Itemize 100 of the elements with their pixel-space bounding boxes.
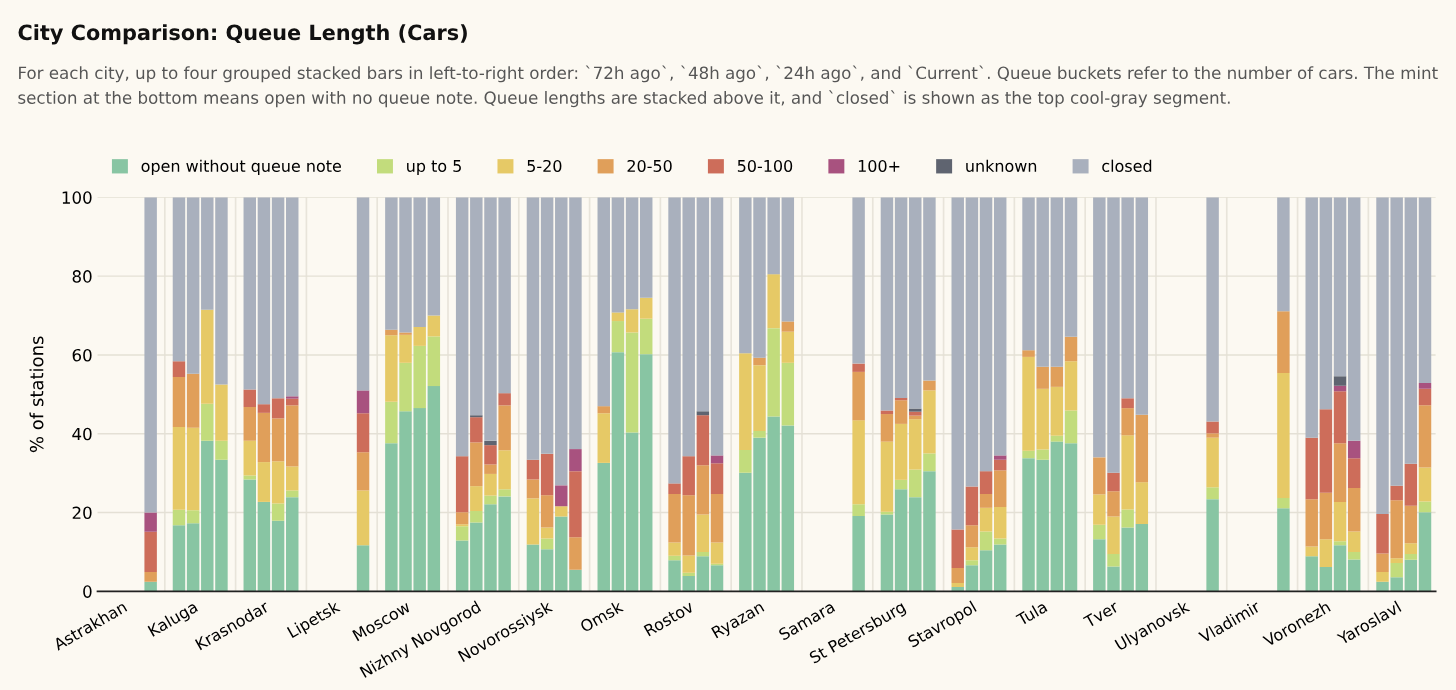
bar	[526, 459, 540, 480]
bar	[286, 197, 299, 397]
bar	[1319, 197, 1333, 410]
bar	[852, 371, 865, 421]
bar	[1418, 467, 1432, 502]
x-tick-label: Tula	[1015, 600, 1048, 627]
bar	[1135, 482, 1149, 524]
bar	[1206, 487, 1219, 500]
bar	[979, 507, 993, 532]
bar	[540, 453, 554, 496]
bar	[923, 380, 936, 391]
bar	[186, 197, 200, 374]
bar	[597, 197, 610, 407]
bar	[1050, 435, 1064, 442]
bar	[894, 400, 908, 424]
bar	[540, 549, 554, 592]
bar	[1333, 541, 1347, 546]
bar	[909, 419, 922, 470]
bar	[880, 511, 894, 515]
bar	[710, 463, 724, 495]
bar	[1093, 524, 1106, 540]
bar	[144, 197, 157, 513]
bar	[526, 479, 540, 499]
bar	[1305, 437, 1318, 500]
bar	[1347, 488, 1361, 532]
bar	[1418, 382, 1432, 389]
bar	[1404, 463, 1418, 506]
bar	[781, 321, 795, 332]
bar	[923, 197, 936, 381]
bar	[1376, 514, 1389, 554]
bar	[540, 197, 554, 454]
bar	[1418, 197, 1432, 383]
bar	[427, 315, 441, 337]
bar	[1206, 421, 1219, 434]
bar	[923, 390, 936, 454]
bar	[696, 415, 710, 466]
bar	[894, 197, 908, 398]
bar	[739, 449, 752, 473]
bar	[356, 545, 370, 592]
bar	[526, 544, 540, 592]
bar	[1347, 197, 1361, 441]
bar	[852, 363, 865, 372]
bar	[611, 352, 625, 592]
bar	[569, 537, 582, 570]
bar	[1418, 501, 1432, 513]
bar	[993, 507, 1007, 539]
bar	[540, 495, 554, 528]
legend-label: open without queue note	[141, 159, 341, 176]
bar	[1333, 443, 1347, 502]
bar	[1333, 376, 1347, 386]
bar	[257, 501, 271, 592]
bar	[781, 425, 795, 592]
bar	[979, 531, 993, 551]
bar	[909, 411, 922, 416]
bar	[470, 417, 483, 443]
bar	[1347, 458, 1361, 489]
y-axis-title: % of stations	[29, 336, 44, 453]
bar	[455, 526, 469, 541]
bar	[1121, 435, 1134, 510]
bar	[951, 568, 964, 584]
y-tick-label: 20	[72, 506, 92, 520]
bar	[1121, 398, 1134, 409]
bar	[993, 197, 1007, 456]
bar	[1121, 408, 1134, 436]
bar	[1333, 197, 1347, 377]
bar	[1277, 197, 1290, 312]
bar	[965, 525, 979, 548]
bar	[286, 490, 299, 498]
bar	[1333, 391, 1347, 444]
bar	[1404, 559, 1418, 592]
bar	[965, 565, 979, 592]
bar	[951, 529, 964, 569]
legend-label: 5-20	[527, 159, 562, 172]
bar	[894, 423, 908, 480]
bar	[172, 197, 186, 362]
bar	[710, 542, 724, 564]
bar	[1305, 556, 1318, 592]
bar	[172, 509, 186, 526]
bar	[1064, 443, 1078, 592]
bar	[880, 414, 894, 442]
bar	[1319, 566, 1333, 592]
bar	[271, 398, 285, 419]
bar	[696, 556, 710, 592]
chart-title: City Comparison: Queue Length (Cars)	[18, 24, 467, 45]
bar	[979, 494, 993, 508]
bar	[1319, 409, 1333, 493]
bar	[710, 197, 724, 456]
legend-label: up to 5	[407, 160, 461, 176]
bar	[427, 197, 441, 316]
bar	[1064, 410, 1078, 444]
bar	[1404, 505, 1418, 544]
bar	[625, 332, 639, 433]
bar	[257, 412, 271, 463]
bar	[781, 362, 795, 426]
bar	[498, 405, 511, 451]
bar	[144, 531, 157, 573]
bar	[611, 312, 625, 322]
bar	[455, 540, 469, 592]
bar	[271, 418, 285, 462]
legend-label: 20-50	[627, 159, 672, 172]
